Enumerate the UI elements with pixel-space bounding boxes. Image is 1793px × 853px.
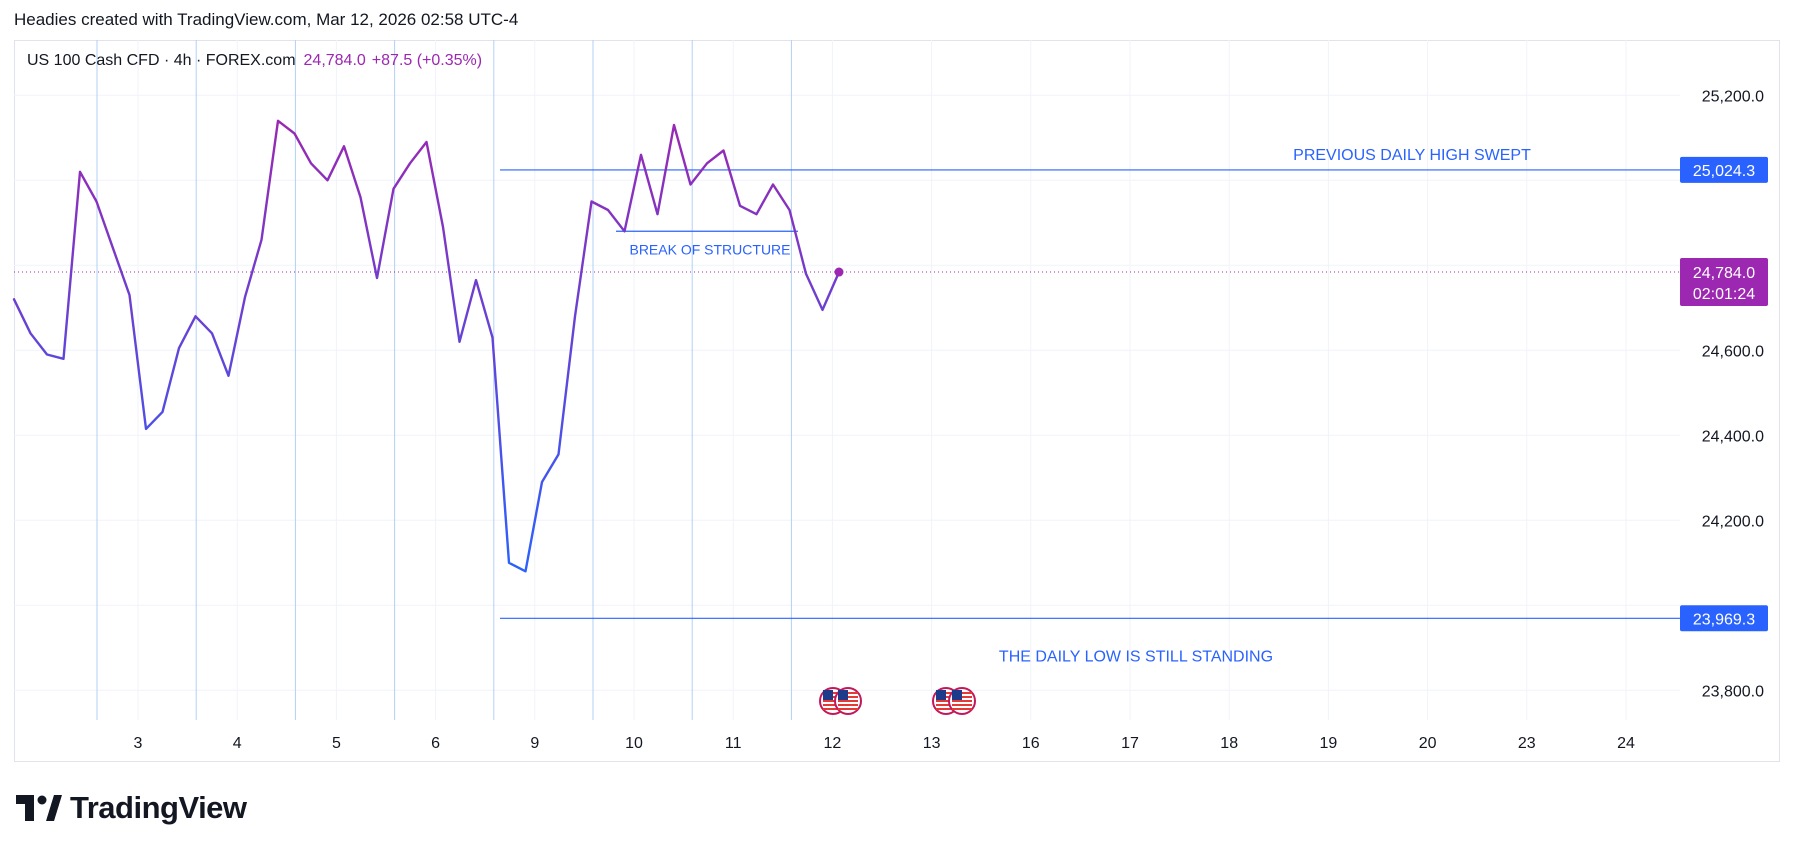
price-axis-label: 24,600.0 (1702, 343, 1764, 360)
level-annotation: THE DAILY LOW IS STILL STANDING (999, 648, 1273, 665)
time-axis-label: 4 (233, 735, 242, 752)
current-price-tag (1680, 258, 1768, 307)
time-axis-label: 9 (530, 735, 539, 752)
symbol-legend[interactable]: US 100 Cash CFD · 4h · FOREX.com 24,784.0… (27, 52, 482, 70)
price-change: +87.5 (+0.35%) (371, 52, 483, 69)
time-axis-label: 19 (1320, 735, 1338, 752)
tradingview-logo-icon (16, 795, 62, 821)
flag-stripe (936, 704, 956, 706)
price-axis-label: 24,200.0 (1702, 513, 1764, 530)
bos-label: BREAK OF STRUCTURE (629, 241, 790, 257)
chart-header: Headies created with TradingView.com, Ma… (14, 10, 519, 29)
economic-events[interactable] (819, 687, 976, 715)
flag-stripe (952, 708, 972, 710)
flag-stripe (838, 700, 858, 702)
flag-canton (823, 690, 833, 700)
flag-stripe (952, 700, 972, 702)
time-axis-label: 16 (1022, 735, 1040, 752)
tradingview-logo[interactable]: TradingView (16, 790, 247, 826)
horizontal-levels: PREVIOUS DAILY HIGH SWEPT THE DAILY LOW I… (14, 147, 1680, 665)
time-axis-label: 24 (1617, 735, 1635, 752)
price-axis-label: 24,400.0 (1702, 428, 1764, 445)
grid (14, 40, 1680, 720)
price-line (12, 119, 841, 573)
tradingview-brand-text: TradingView (70, 790, 247, 825)
time-axis-label: 12 (824, 735, 842, 752)
time-axis-label: 13 (923, 735, 941, 752)
time-axis-label: 11 (725, 735, 742, 752)
level-price-label: 23,969.3 (1693, 611, 1755, 628)
current-price-label: 24,784.0 (1693, 265, 1755, 282)
us-event-flag-icon[interactable] (834, 687, 862, 715)
price-axis-label: 23,800.0 (1702, 683, 1764, 700)
flag-stripe (936, 708, 956, 710)
flag-canton (952, 690, 962, 700)
flag-stripe (823, 700, 843, 702)
time-axis-label: 5 (332, 735, 341, 752)
flag-stripe (838, 708, 858, 710)
session-separators (96, 40, 792, 720)
level-price-label: 25,024.3 (1693, 163, 1755, 180)
symbol-name: US 100 Cash CFD · 4h · FOREX.com (27, 52, 296, 69)
flag-stripe (838, 704, 858, 706)
last-price: 24,784.0 (303, 52, 366, 69)
time-axis-label: 17 (1121, 735, 1139, 752)
flag-stripe (936, 700, 956, 702)
bar-countdown: 02:01:24 (1693, 286, 1755, 303)
time-axis-label: 10 (625, 735, 643, 752)
flag-canton (838, 690, 848, 700)
time-axis-label: 23 (1518, 735, 1536, 752)
time-axis: 3 4 5 6 9 10 11 12 13 16 17 18 19 20 23 24 (134, 735, 1635, 752)
chart-panel[interactable] (14, 40, 1780, 762)
level-price-tag (1680, 605, 1768, 632)
price-axis: 25,200.0 24,600.0 24,400.0 24,200.0 23,800.0… (1680, 88, 1768, 700)
last-price-dot (834, 267, 844, 277)
flag-canton (936, 690, 946, 700)
level-annotation: PREVIOUS DAILY HIGH SWEPT (1293, 147, 1531, 164)
flag-stripe (952, 704, 972, 706)
time-axis-label: 20 (1419, 735, 1437, 752)
time-axis-label: 3 (134, 735, 143, 752)
time-axis-label: 18 (1220, 735, 1238, 752)
level-price-tag (1680, 156, 1768, 183)
price-axis-label: 25,200.0 (1702, 88, 1764, 105)
flag-stripe (823, 704, 843, 706)
us-event-flag-icon[interactable] (948, 687, 976, 715)
time-axis-label: 6 (431, 735, 440, 752)
flag-stripe (823, 708, 843, 710)
